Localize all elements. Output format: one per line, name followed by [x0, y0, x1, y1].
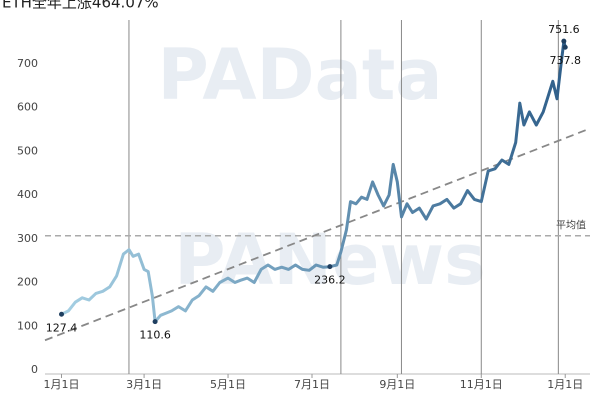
x-tick-label: 9月1日	[379, 378, 415, 391]
x-tick-label: 7月1日	[294, 378, 330, 391]
x-tick-label: 1月1日	[44, 378, 80, 391]
annotation-point	[561, 38, 567, 44]
annotation-point	[152, 319, 158, 325]
annotation-label: 127.4	[46, 321, 78, 334]
x-tick-label: 5月1日	[210, 378, 246, 391]
chart-title: ETH全年上涨464.07%	[2, 0, 159, 12]
y-tick-label: 400	[17, 188, 38, 201]
y-tick-label: 300	[17, 232, 38, 245]
y-tick-label: 0	[31, 363, 38, 376]
annotation-point	[59, 311, 65, 317]
y-tick-label: 700	[17, 57, 38, 70]
watermark: PANews	[174, 219, 485, 301]
annotation-label: 751.6	[548, 23, 580, 36]
average-label: 平均值	[556, 219, 586, 232]
x-tick-label: 1月1日	[547, 378, 583, 391]
trend-line	[44, 127, 591, 342]
y-tick-label: 100	[17, 319, 38, 332]
y-tick-label: 500	[17, 144, 38, 157]
annotation-label: 110.6	[139, 329, 171, 342]
annotation-label: 236.2	[314, 274, 346, 287]
watermark: PAData	[157, 34, 442, 116]
annotation-label: 737.8	[549, 54, 581, 67]
annotation-point	[327, 264, 333, 270]
x-tick-label: 11月1日	[460, 378, 503, 391]
y-tick-label: 200	[17, 276, 38, 289]
x-tick-label: 3月1日	[126, 378, 162, 391]
y-tick-label: 600	[17, 101, 38, 114]
annotation-point	[562, 44, 568, 50]
